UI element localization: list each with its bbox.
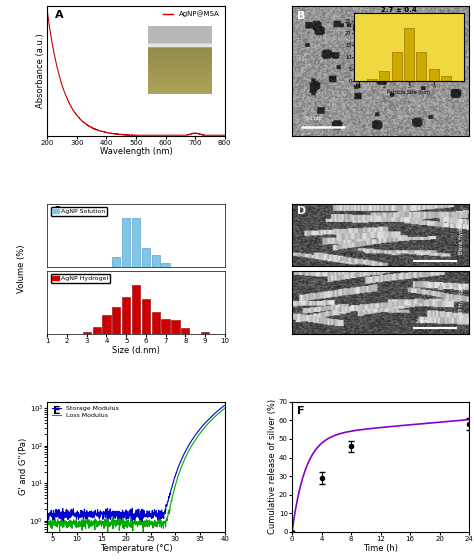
Bar: [112, 257, 120, 267]
Legend: AgNP Hydrogel: AgNP Hydrogel: [51, 274, 110, 283]
Text: A: A: [55, 10, 63, 20]
Bar: [162, 319, 170, 334]
Loss Modulus: [222, 405, 228, 412]
Storage Modulus: [45, 512, 50, 519]
Storage Modulus: [148, 513, 154, 520]
Bar: [162, 263, 170, 267]
Bar: [142, 249, 150, 267]
Line: Loss Modulus: Loss Modulus: [47, 408, 225, 533]
Storage Modulus: [197, 426, 203, 432]
Storage Modulus: [81, 523, 86, 530]
Bar: [142, 299, 150, 334]
Bar: [152, 255, 160, 267]
Loss Modulus: [55, 519, 61, 525]
Legend: Storage Modulus, Loss Modulus: Storage Modulus, Loss Modulus: [51, 405, 120, 419]
X-axis label: Size (d.nm): Size (d.nm): [112, 346, 160, 354]
Loss Modulus: [140, 530, 146, 536]
Bar: [122, 218, 130, 267]
Loss Modulus: [158, 516, 164, 523]
Loss Modulus: [152, 521, 158, 528]
Bar: [92, 326, 101, 334]
Storage Modulus: [55, 507, 61, 514]
Bar: [181, 328, 190, 334]
Text: AgNP Hydrogel: AgNP Hydrogel: [459, 284, 464, 321]
Text: 2.7 ± 0.4: 2.7 ± 0.4: [381, 7, 417, 13]
X-axis label: Time (h): Time (h): [363, 544, 398, 553]
Text: E: E: [53, 405, 60, 416]
X-axis label: Temperature (°C): Temperature (°C): [100, 544, 173, 553]
Bar: [112, 307, 120, 334]
Bar: [201, 332, 209, 334]
Storage Modulus: [222, 402, 228, 409]
Loss Modulus: [148, 521, 154, 528]
Bar: [152, 312, 160, 334]
Legend: AgNP@MSA: AgNP@MSA: [162, 9, 221, 18]
Loss Modulus: [45, 517, 50, 524]
Y-axis label: Cumulative release of silver (%): Cumulative release of silver (%): [268, 399, 277, 534]
Text: D: D: [297, 206, 307, 216]
Text: 2 μm: 2 μm: [416, 251, 428, 256]
Bar: [132, 285, 140, 334]
Text: B: B: [297, 11, 306, 21]
Bar: [132, 218, 140, 267]
Text: 2 μm: 2 μm: [416, 319, 428, 324]
Text: Blank Hydrogel: Blank Hydrogel: [459, 216, 464, 254]
Bar: [122, 297, 130, 334]
Y-axis label: G' and G''(Pa): G' and G''(Pa): [19, 438, 28, 496]
Storage Modulus: [179, 455, 185, 462]
X-axis label: Wavelength (nm): Wavelength (nm): [100, 147, 173, 156]
Storage Modulus: [152, 508, 158, 515]
Line: Storage Modulus: Storage Modulus: [47, 405, 225, 526]
Legend: AgNP Solution: AgNP Solution: [51, 207, 107, 216]
Loss Modulus: [197, 430, 203, 436]
Bar: [82, 333, 91, 334]
Text: Volume (%): Volume (%): [17, 245, 26, 293]
Text: 50 nm: 50 nm: [306, 116, 322, 122]
Y-axis label: Absorbance (a.u.): Absorbance (a.u.): [36, 34, 45, 108]
Text: C: C: [53, 206, 61, 216]
Text: F: F: [297, 405, 305, 416]
Bar: [171, 320, 180, 334]
Loss Modulus: [179, 462, 185, 469]
Bar: [102, 315, 110, 334]
Storage Modulus: [158, 508, 164, 515]
